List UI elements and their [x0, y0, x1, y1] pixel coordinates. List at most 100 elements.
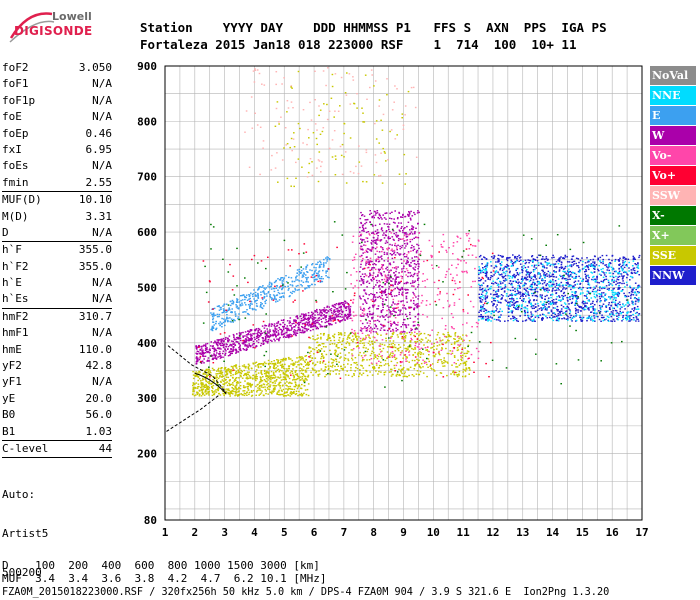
- echo-point: [263, 331, 266, 334]
- echo-point: [266, 370, 268, 373]
- echo-point: [373, 240, 375, 242]
- echo-point: [313, 280, 316, 282]
- echo-point: [456, 366, 459, 368]
- echo-point: [401, 337, 403, 339]
- echo-point: [286, 334, 288, 336]
- echo-point: [553, 266, 556, 268]
- echo-point: [272, 391, 274, 393]
- echo-point: [324, 317, 326, 319]
- echo-point: [227, 309, 229, 312]
- echo-point: [519, 297, 521, 299]
- echo-point: [330, 312, 333, 314]
- echo-point: [461, 359, 463, 362]
- echo-point: [575, 262, 577, 265]
- echo-point: [225, 336, 227, 339]
- echo-point: [345, 306, 348, 308]
- echo-point: [364, 273, 366, 275]
- echo-point: [546, 294, 548, 297]
- echo-point: [229, 344, 231, 347]
- echo-point: [401, 372, 403, 375]
- echo-point: [526, 272, 529, 274]
- echo-point: [228, 382, 230, 385]
- echo-point: [369, 213, 371, 216]
- echo-point: [284, 377, 287, 379]
- echo-point: [306, 388, 309, 391]
- echo-point: [268, 325, 270, 327]
- echo-point: [570, 265, 573, 268]
- echo-point: [228, 392, 231, 394]
- echo-point: [585, 295, 587, 297]
- echo-point: [541, 313, 544, 315]
- echo-point: [256, 376, 258, 378]
- echo-point: [313, 348, 316, 351]
- echo-point: [441, 361, 443, 363]
- echo-point: [585, 270, 588, 272]
- echo-point: [282, 393, 284, 396]
- echo-point: [249, 385, 252, 387]
- echo-point: [439, 372, 442, 374]
- echo-point: [560, 304, 563, 306]
- echo-point: [221, 386, 223, 388]
- echo-point: [411, 280, 414, 282]
- echo-point: [233, 342, 236, 344]
- echo-point: [390, 371, 392, 373]
- echo-point: [386, 296, 388, 298]
- echo-point: [232, 367, 234, 369]
- echo-point: [462, 340, 464, 342]
- echo-point: [562, 288, 564, 290]
- echo-point: [285, 331, 287, 334]
- echo-point: [415, 305, 418, 307]
- echo-point: [294, 373, 297, 376]
- echo-point: [406, 360, 408, 362]
- echo-point: [200, 349, 203, 351]
- echo-point: [237, 371, 239, 374]
- echo-point: [419, 370, 422, 373]
- echo-point: [554, 313, 557, 316]
- echo-point: [317, 261, 319, 263]
- echo-point: [361, 342, 364, 344]
- echo-point: [452, 371, 454, 374]
- echo-point: [409, 317, 412, 319]
- echo-point: [262, 386, 264, 389]
- echo-point: [479, 285, 481, 287]
- echo-point: [478, 269, 480, 272]
- echo-point: [344, 313, 346, 316]
- echo-point: [456, 349, 459, 352]
- echo-point: [361, 273, 364, 275]
- echo-point: [483, 289, 486, 292]
- echo-point: [552, 299, 555, 301]
- echo-point: [280, 296, 283, 299]
- echo-point: [572, 255, 575, 257]
- echo-point: [494, 300, 497, 302]
- echo-point: [266, 295, 268, 297]
- echo-point: [272, 329, 275, 332]
- echo-point: [330, 320, 332, 322]
- echo-point: [289, 320, 291, 322]
- echo-point: [619, 308, 622, 310]
- echo-point: [367, 316, 369, 318]
- echo-point: [401, 276, 404, 278]
- echo-point: [276, 294, 279, 296]
- echo-point: [371, 239, 373, 242]
- echo-point: [329, 343, 331, 345]
- echo-point: [398, 309, 400, 311]
- echo-point: [235, 349, 237, 351]
- echo-point: [373, 286, 375, 288]
- echo-point: [249, 376, 252, 378]
- echo-point: [244, 367, 247, 369]
- echo-point: [317, 317, 320, 320]
- echo-point: [332, 318, 335, 320]
- echo-point: [374, 242, 377, 244]
- echo-point: [283, 332, 285, 335]
- echo-point: [543, 288, 545, 290]
- echo-point: [320, 311, 323, 314]
- echo-point: [328, 323, 330, 325]
- echo-point: [370, 242, 372, 244]
- echo-point: [360, 222, 363, 225]
- echo-point: [417, 305, 419, 307]
- echo-point: [444, 361, 447, 363]
- echo-point: [373, 217, 375, 219]
- echo-point: [403, 304, 405, 307]
- echo-point: [337, 313, 340, 316]
- echo-point: [222, 350, 225, 352]
